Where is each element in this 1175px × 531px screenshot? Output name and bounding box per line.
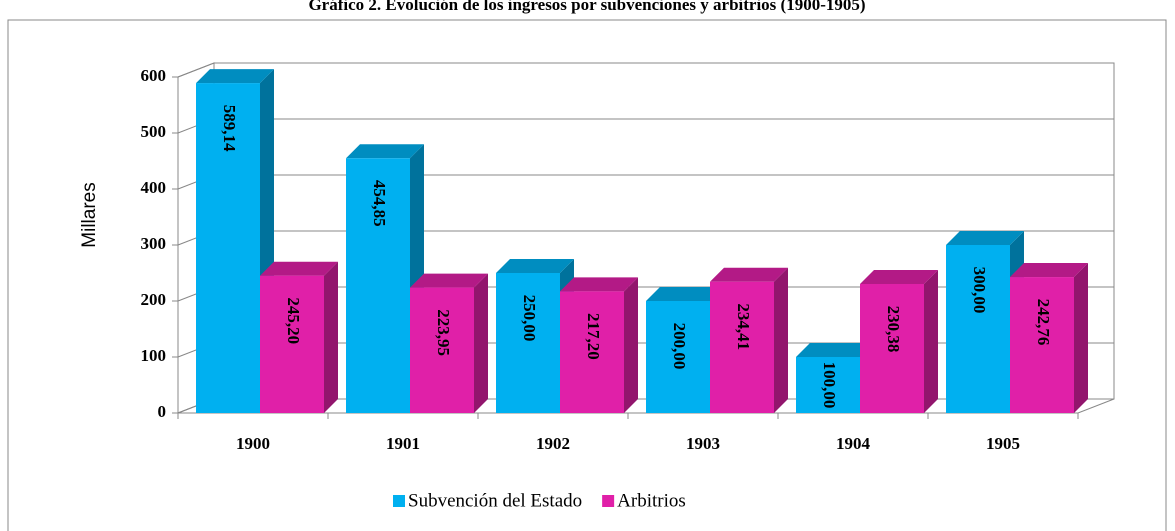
bar-top [260,261,338,276]
bar [1010,277,1074,413]
chart-title: Gráfico 2. Evolución de los ingresos por… [308,0,865,14]
bar-side [924,269,938,413]
y-tick-label: 500 [141,122,167,141]
data-label: 223,95 [434,309,453,356]
bar-side [1074,263,1088,413]
data-label: 230,38 [884,306,903,353]
bar [946,245,1010,413]
data-label: 242,76 [1034,299,1053,346]
bar-side [474,273,488,413]
bar-side [624,277,638,413]
bar-top [796,343,874,357]
bar [710,281,774,413]
bar [196,83,260,413]
bar-top [1010,263,1088,278]
x-tick-label: 1904 [836,434,871,453]
bar-side [774,267,788,413]
y-tick-label: 100 [141,346,167,365]
data-label: 100,00 [820,362,839,409]
bar [560,291,624,413]
legend-label: Subvención del Estado [408,490,582,511]
bar-side [324,261,338,413]
y-tick-label: 200 [141,290,167,309]
bar [260,275,324,413]
bar-top [946,231,1024,245]
legend-swatch [602,495,615,507]
data-label: 250,00 [520,295,539,342]
x-tick-label: 1902 [536,434,570,453]
x-tick-label: 1901 [386,434,420,453]
x-tick-label: 1900 [236,434,270,453]
bar-top [410,273,488,288]
bar [346,158,410,413]
bar [860,283,924,413]
data-label: 234,41 [734,303,753,350]
bar [410,287,474,413]
data-label: 245,20 [284,297,303,344]
bar [796,357,860,413]
data-label: 300,00 [970,267,989,314]
grid-line [177,62,1114,78]
bar-top [560,277,638,292]
legend-swatch [393,495,405,507]
legend-label: Arbitrios [617,490,686,511]
bar [646,301,710,413]
x-tick-label: 1905 [986,434,1020,453]
data-label: 217,20 [584,313,603,360]
data-label: 454,85 [370,180,389,227]
bar [496,273,560,413]
bar-top [496,259,574,273]
y-tick-label: 600 [141,66,167,85]
data-label: 200,00 [670,323,689,370]
x-tick-label: 1903 [686,434,720,453]
bar-top [860,269,938,284]
bar-top [346,144,424,159]
bar-top [646,287,724,301]
y-tick-label: 0 [158,402,167,421]
bar-top [710,267,788,282]
y-tick-label: 300 [141,234,167,253]
y-axis-label: Millares [79,182,100,247]
y-tick-label: 400 [141,178,167,197]
bar-top [196,69,274,84]
data-label: 589,14 [220,105,239,152]
